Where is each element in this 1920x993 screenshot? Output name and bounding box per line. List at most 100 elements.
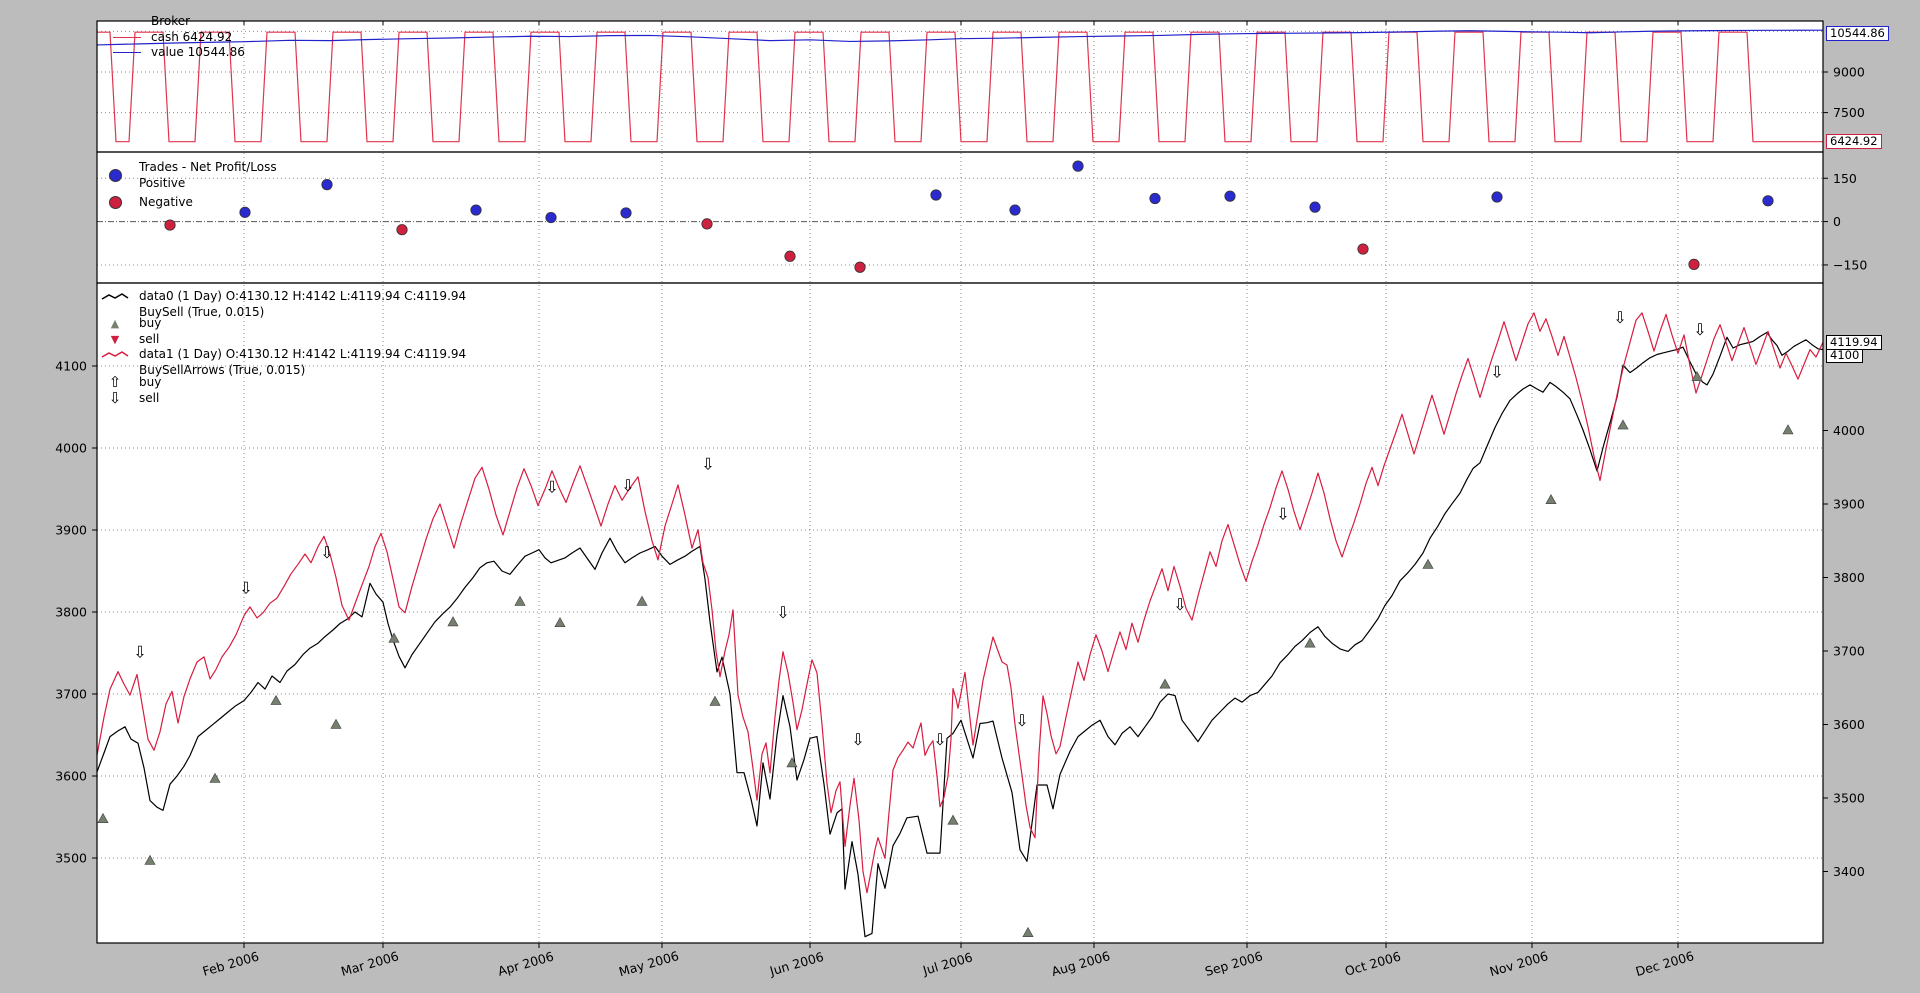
panel-border xyxy=(96,282,1824,944)
price-right-tick-label: 3400 xyxy=(1833,864,1865,879)
negative-trade-dot xyxy=(854,261,866,273)
x-axis-month-label: Jul 2006 xyxy=(920,949,974,978)
buy-triangle-marker xyxy=(144,854,156,865)
positive-trade-dot xyxy=(1149,192,1161,205)
buy-triangle-marker xyxy=(947,814,959,825)
buy-triangle-marker xyxy=(554,616,566,628)
data0-legend-label: data0 (1 Day) O:4130.12 H:4142 L:4119.94… xyxy=(139,289,467,303)
positive-trade-dot xyxy=(1009,204,1021,216)
price-struck-tick-box: 4100 xyxy=(1826,348,1864,363)
price-left-tick-label: 3900 xyxy=(55,523,87,538)
price-left-tick-label: 4100 xyxy=(55,359,87,374)
buy-arrow-legend-label: buy xyxy=(139,375,162,389)
data0-line xyxy=(96,331,1824,938)
buy-triangle-marker xyxy=(388,632,400,643)
sell-arrow-marker: ⇩ xyxy=(1015,711,1028,730)
negative-trade-dot xyxy=(396,224,408,236)
cash-legend-label: cash 6424.92 xyxy=(151,29,233,44)
x-axis-month-label: Mar 2006 xyxy=(339,948,400,979)
buy-triangle-marker xyxy=(1617,419,1629,430)
price-right-tick-label: 3500 xyxy=(1833,791,1865,806)
buy-triangle-marker xyxy=(330,718,342,729)
sell-arrow-marker: ⇩ xyxy=(320,543,333,562)
price-right-tick-label: 3600 xyxy=(1833,717,1865,732)
broker-y-tick-label: 7500 xyxy=(1833,105,1865,120)
price-right-tick-label: 3800 xyxy=(1833,570,1865,585)
price-left-tick-label: 3800 xyxy=(55,605,87,620)
negative-trade-dot xyxy=(164,219,176,231)
buy-triangle-marker xyxy=(1422,558,1434,569)
sell-arrow-marker: ⇩ xyxy=(1173,595,1186,614)
x-axis-month-label: Jun 2006 xyxy=(767,949,825,979)
positive-trade-dot xyxy=(1224,190,1236,202)
price-left-tick-label: 3700 xyxy=(55,687,87,702)
buy-triangle-marker xyxy=(709,695,721,706)
positive-trade-dot xyxy=(1072,160,1084,172)
sell-arrow-marker: ⇩ xyxy=(239,578,252,597)
buy-triangle-marker xyxy=(1545,493,1557,505)
x-axis-month-label: Dec 2006 xyxy=(1634,948,1696,979)
positive-trade-dot xyxy=(545,211,557,224)
trades-legend: Trades - Net Profit/Loss Positive Negati… xyxy=(100,160,277,211)
buy-triangle-marker xyxy=(1304,637,1316,648)
x-axis-month-label: Apr 2006 xyxy=(496,949,555,979)
negative-trade-dot xyxy=(784,250,796,262)
positive-dot-swatch xyxy=(108,169,122,182)
sell-arrow-legend-label: sell xyxy=(139,390,160,405)
x-axis-month-label: May 2006 xyxy=(617,948,680,979)
negative-trade-dot xyxy=(701,218,713,230)
buy-legend-label: buy xyxy=(139,316,162,330)
sell-arrow-marker: ⇩ xyxy=(776,603,789,622)
buy-triangle-marker xyxy=(514,595,526,606)
broker-legend: Broker cash 6424.92 value 10544.86 xyxy=(112,14,245,61)
positive-trade-dot xyxy=(239,206,251,218)
broker-y-tick-label: 9000 xyxy=(1833,65,1865,80)
sell-arrow-marker: ⇩ xyxy=(621,476,634,495)
sell-arrow-marker: ⇩ xyxy=(545,478,558,497)
price-left-tick-label: 3500 xyxy=(55,851,87,866)
plot-background xyxy=(97,21,1823,943)
price-right-tick-label: 3700 xyxy=(1833,644,1865,659)
trades-legend-title: Trades - Net Profit/Loss xyxy=(139,160,277,174)
buy-triangle-marker xyxy=(1022,926,1034,937)
price-legend: data0 (1 Day) O:4130.12 H:4142 L:4119.94… xyxy=(100,289,466,406)
data1-line xyxy=(96,312,1824,894)
broker-value-box: 10544.86 xyxy=(1826,26,1889,41)
value-legend-label: value 10544.86 xyxy=(151,45,245,59)
buysellarrows-legend-label: BuySellArrows (True, 0.015) xyxy=(139,362,306,377)
sell-triangle-swatch: ▼ xyxy=(110,332,120,346)
cash-line xyxy=(97,31,1823,143)
positive-trade-dot xyxy=(930,189,942,201)
price-right-tick-label: 4000 xyxy=(1833,423,1865,438)
trades-y-tick-label: 150 xyxy=(1833,171,1857,186)
broker-legend-title: Broker xyxy=(151,14,191,28)
buy-triangle-marker xyxy=(1691,370,1703,382)
data1-legend-label: data1 (1 Day) O:4130.12 H:4142 L:4119.94… xyxy=(139,347,467,361)
broker-cash-box: 6424.92 xyxy=(1826,134,1882,149)
sell-arrow-marker: ⇩ xyxy=(1613,308,1626,327)
price-right-tick-label: 3900 xyxy=(1833,497,1865,512)
buy-triangle-marker xyxy=(209,772,221,783)
sell-legend-label: sell xyxy=(139,331,160,346)
price-left-tick-label: 3600 xyxy=(55,769,87,784)
value-line xyxy=(96,29,1824,46)
trades-y-tick-label: −150 xyxy=(1833,257,1867,272)
buysell-legend-label: BuySell (True, 0.015) xyxy=(139,304,265,319)
positive-trade-dot xyxy=(1491,191,1503,203)
trades-y-tick-label: 0 xyxy=(1833,214,1841,229)
negative-trade-dot xyxy=(1357,243,1369,255)
data0-squiggle-swatch xyxy=(101,292,129,300)
positive-trade-dot xyxy=(620,207,632,219)
positive-trade-dot xyxy=(1762,195,1774,207)
positive-trade-dot xyxy=(470,204,482,216)
sell-arrow-marker: ⇩ xyxy=(1490,363,1503,382)
x-axis-month-label: Oct 2006 xyxy=(1343,949,1402,979)
buy-triangle-marker xyxy=(270,694,282,705)
sell-arrow-marker: ⇩ xyxy=(133,642,146,661)
x-axis-month-label: Nov 2006 xyxy=(1488,948,1550,979)
negative-legend-label: Negative xyxy=(139,195,193,209)
cash-line-swatch xyxy=(113,36,141,38)
data1-squiggle-swatch xyxy=(101,350,129,358)
